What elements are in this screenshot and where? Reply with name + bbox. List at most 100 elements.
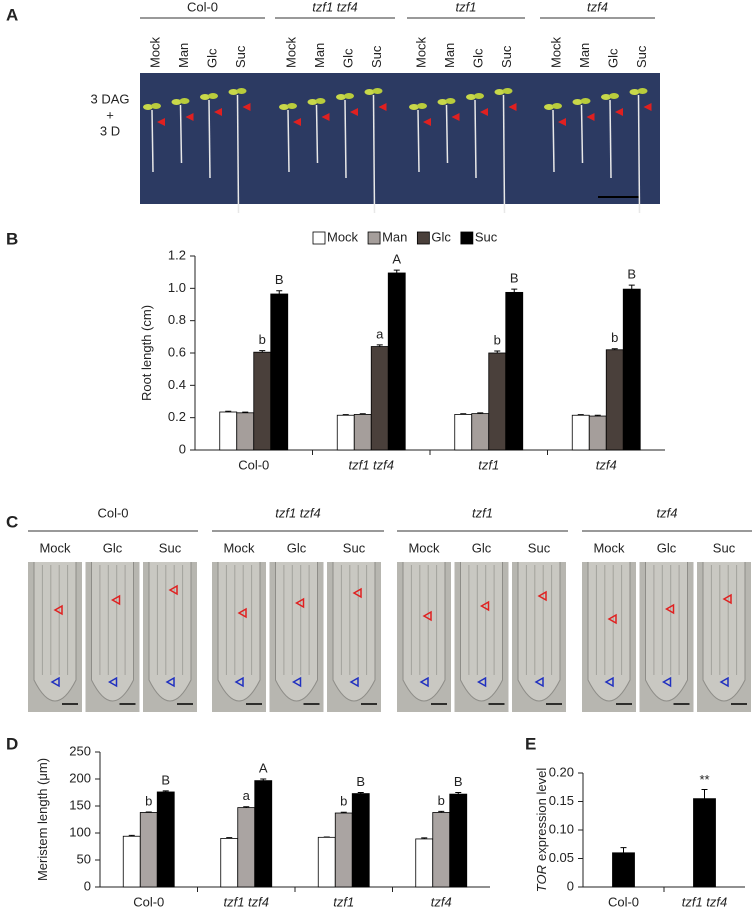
significance-letter: b <box>611 330 618 345</box>
seedling-root <box>236 94 240 214</box>
root-outline <box>217 562 261 702</box>
seedling-leaf <box>502 88 513 94</box>
y-tick-label: 0.05 <box>549 850 574 865</box>
arrowhead <box>604 676 614 688</box>
error-bar <box>393 269 400 273</box>
legend-swatch <box>416 231 430 245</box>
group-label: tzf1 <box>456 0 477 14</box>
seedling-leaf <box>417 103 427 109</box>
condition-text: + <box>106 107 114 122</box>
seedling-leaf <box>494 89 505 95</box>
y-tick-label: 0.20 <box>549 764 574 779</box>
treatment-label: Suc <box>499 45 514 68</box>
root-outline <box>517 562 561 702</box>
significance-letter: b <box>145 793 152 808</box>
seedling-leaf <box>279 104 289 110</box>
arrowhead <box>294 597 305 609</box>
bar <box>220 838 239 888</box>
seedling-root <box>637 94 641 214</box>
panel-label: E <box>525 734 536 753</box>
treatment-label: Suc <box>233 45 248 68</box>
error-bar <box>438 810 445 813</box>
arrowhead <box>185 113 194 121</box>
seedling-leaf <box>179 98 190 104</box>
significance-letter: B <box>356 774 365 789</box>
treatment-label: Glc <box>605 48 620 68</box>
treatment-label: Glc <box>470 48 485 68</box>
seedling-leaf <box>544 104 554 110</box>
significance-letter: A <box>392 252 401 267</box>
seedling-leaf <box>552 103 562 109</box>
x-tick-label: tzf1 tzf4 <box>223 894 269 909</box>
seedling-leaf <box>445 98 456 104</box>
error-bar <box>243 806 250 808</box>
error-bar <box>421 837 428 839</box>
seedling-root <box>445 104 449 164</box>
legend-label: Mock <box>327 229 359 244</box>
arrowhead <box>615 108 623 116</box>
seedling-leaf <box>580 98 591 104</box>
seedling-leaf <box>409 104 419 110</box>
error-bar <box>511 288 518 293</box>
x-tick-label: tzf1 tzf4 <box>348 457 394 472</box>
arrowhead <box>419 676 429 688</box>
bar <box>693 798 716 888</box>
treatment-label: Glc <box>287 540 307 555</box>
seedling-leaf <box>466 94 476 100</box>
arrowhead <box>719 676 729 688</box>
seedling-leaf <box>474 93 484 99</box>
seedling-leaf <box>601 94 611 100</box>
group-label: tzf4 <box>657 505 678 520</box>
arrowhead <box>643 103 652 111</box>
error-bar <box>259 350 266 353</box>
y-axis-label-text: Meristem length (μm) <box>35 758 50 881</box>
root-outline <box>645 562 688 702</box>
seedling-leaf <box>143 104 153 110</box>
bar <box>139 812 158 888</box>
error-bar <box>455 792 462 795</box>
root-outline <box>402 562 446 702</box>
x-tick-label: tzf1 tzf4 <box>682 894 728 909</box>
arrowhead <box>110 594 121 606</box>
seedling-leaf <box>609 93 619 99</box>
legend-swatch <box>312 231 326 245</box>
treatment-label: Mock <box>408 540 440 555</box>
seedling-root <box>151 109 154 173</box>
arrowhead <box>534 676 544 688</box>
arrowhead <box>558 118 566 126</box>
bar <box>432 812 451 888</box>
bar <box>505 291 524 451</box>
group-label: tzf1 tzf4 <box>312 0 358 14</box>
treatment-label: Suc <box>343 540 366 555</box>
seedling-photo <box>140 73 660 204</box>
panel-label: C <box>6 512 18 531</box>
error-bar <box>225 410 232 413</box>
seedling-root <box>287 109 290 173</box>
arrowhead <box>537 590 547 602</box>
error-bar <box>260 778 267 781</box>
seedling-leaf <box>151 103 161 109</box>
seedling-leaf <box>307 99 318 105</box>
group-label: tzf1 tzf4 <box>275 505 321 520</box>
significance-letter: b <box>340 794 347 809</box>
y-tick-label: 250 <box>69 743 91 758</box>
error-bar <box>611 348 618 350</box>
significance-letter: b <box>438 793 445 808</box>
root-outline <box>33 562 77 702</box>
x-tick-label: Col-0 <box>133 894 164 909</box>
y-tick-label: 150 <box>69 797 91 812</box>
treatment-label: Mock <box>39 540 71 555</box>
seedling-root <box>344 99 347 179</box>
treatment-label: Man <box>577 43 592 68</box>
significance-letter: a <box>243 788 251 803</box>
bar <box>236 412 255 451</box>
bar <box>415 838 434 888</box>
arrowhead <box>586 113 595 121</box>
error-bar <box>359 413 366 415</box>
seedling-root <box>580 104 584 164</box>
bar <box>571 414 590 451</box>
arrowhead <box>53 604 63 616</box>
legend-label: Man <box>382 229 407 244</box>
treatment-label: Mock <box>548 36 563 68</box>
seedling-leaf <box>637 88 648 94</box>
